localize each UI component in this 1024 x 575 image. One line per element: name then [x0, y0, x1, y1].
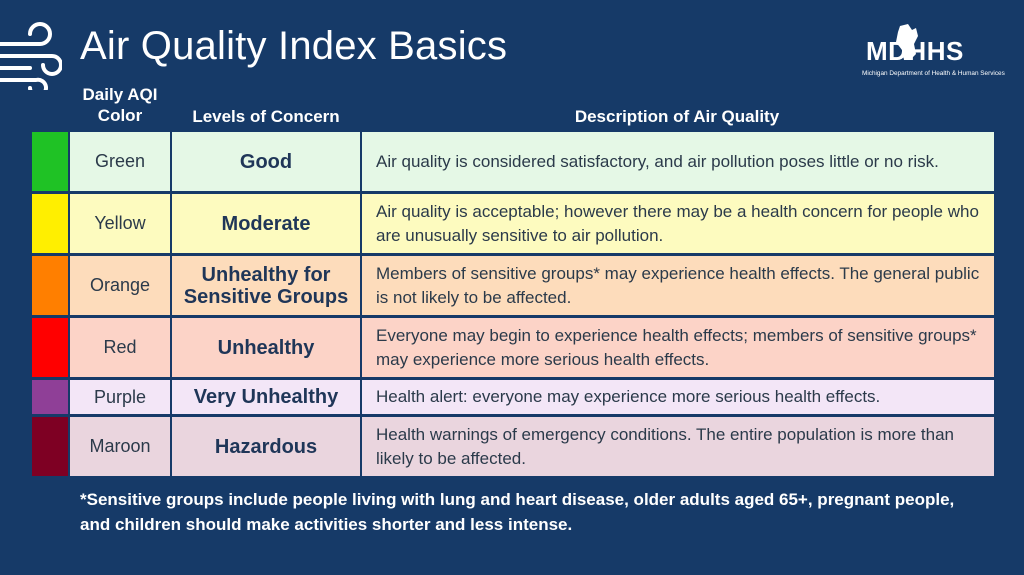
- color-name-cell: Yellow: [70, 194, 170, 253]
- color-swatch: [32, 417, 68, 476]
- table-row: Yellow Moderate Air quality is acceptabl…: [32, 194, 994, 253]
- logo-text: MDHHS: [866, 36, 964, 66]
- color-name-cell: Green: [70, 132, 170, 191]
- level-cell: Hazardous: [172, 417, 360, 476]
- description-cell: Health alert: everyone may experience mo…: [362, 380, 994, 414]
- column-header-level: Levels of Concern: [192, 107, 340, 126]
- description-cell: Air quality is considered satisfactory, …: [362, 132, 994, 191]
- color-name-cell: Maroon: [70, 417, 170, 476]
- color-name-cell: Red: [70, 318, 170, 377]
- table-row: Green Good Air quality is considered sat…: [32, 132, 994, 191]
- level-cell: Unhealthy: [172, 318, 360, 377]
- color-name-cell: Orange: [70, 256, 170, 315]
- color-swatch: [32, 256, 68, 315]
- column-header-description: Description of Air Quality: [574, 107, 780, 126]
- color-swatch: [32, 380, 68, 414]
- color-name-cell: Purple: [70, 380, 170, 414]
- table-row: Red Unhealthy Everyone may begin to expe…: [32, 318, 994, 377]
- description-cell: Health warnings of emergency conditions.…: [362, 417, 994, 476]
- color-swatch: [32, 132, 68, 191]
- footnote: *Sensitive groups include people living …: [80, 490, 955, 534]
- color-swatch: [32, 318, 68, 377]
- table-row: Orange Unhealthy for Sensitive Groups Me…: [32, 256, 994, 315]
- level-cell: Very Unhealthy: [172, 380, 360, 414]
- level-cell: Good: [172, 132, 360, 191]
- table-row: Purple Very Unhealthy Health alert: ever…: [32, 380, 994, 414]
- michigan-logo-icon: [896, 24, 918, 60]
- table-row: Maroon Hazardous Health warnings of emer…: [32, 417, 994, 476]
- logo-subtext: Michigan Department of Health & Human Se…: [862, 70, 1005, 77]
- description-cell: Everyone may begin to experience health …: [362, 318, 994, 377]
- page-title: Air Quality Index Basics: [80, 24, 508, 68]
- level-cell: Moderate: [172, 194, 360, 253]
- column-header-color: Daily AQI Color: [82, 85, 158, 125]
- wind-icon: [0, 22, 62, 90]
- description-cell: Members of sensitive groups* may experie…: [362, 256, 994, 315]
- color-swatch: [32, 194, 68, 253]
- description-cell: Air quality is acceptable; however there…: [362, 194, 994, 253]
- level-cell: Unhealthy for Sensitive Groups: [172, 256, 360, 315]
